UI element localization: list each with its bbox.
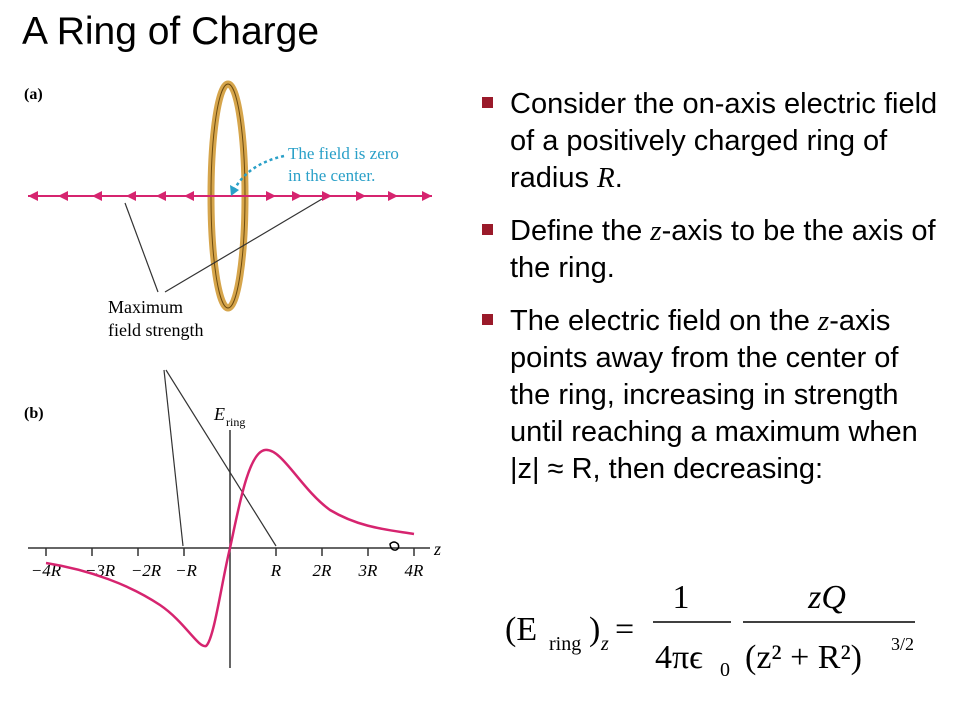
- y-axis-label: E: [213, 404, 225, 424]
- bullet-var: R: [597, 162, 615, 194]
- bullet-item: The electric field on the z-axis points …: [482, 303, 942, 488]
- small-mark-icon: [389, 541, 400, 551]
- tick-label: −4R: [31, 561, 62, 580]
- tick-label: −2R: [131, 561, 162, 580]
- slide-title: A Ring of Charge: [22, 10, 320, 53]
- field-arrows-left: [28, 191, 194, 201]
- callout-text-2: in the center.: [288, 166, 375, 185]
- tick-label: 4R: [405, 561, 425, 580]
- formula-lhs-sub2: z: [600, 633, 609, 655]
- panel-b-label: (b): [24, 405, 44, 422]
- callout-arrowhead: [230, 185, 239, 196]
- leader-line-a-left: [124, 202, 159, 293]
- formula-lhs-close: ): [589, 611, 600, 648]
- field-arrows-right: [266, 191, 432, 201]
- leader-line-b-right: [165, 369, 277, 547]
- bullet-list: Consider the on-axis electric field of a…: [482, 86, 942, 504]
- bullet-text: -axis points away from the center of the…: [510, 305, 918, 485]
- x-axis-label: z: [433, 539, 441, 559]
- bullet-text: Define the: [510, 215, 651, 247]
- annotation-text-1: Maximum: [108, 297, 183, 317]
- formula-den2: (z² + R²): [745, 639, 862, 676]
- bullet-item: Define the z-axis to be the axis of the …: [482, 213, 942, 287]
- bullet-text: Consider the on-axis electric field of a…: [510, 88, 938, 194]
- field-formula: (E ring ) z = 1 4πϵ 0 zQ (z² + R²) 3/2: [505, 579, 915, 681]
- bullet-square-icon: [482, 97, 493, 108]
- formula-num2: zQ: [807, 579, 846, 616]
- bullet-var: z: [650, 215, 662, 247]
- formula-den1-sub: 0: [720, 659, 730, 681]
- y-axis-sub: ring: [226, 415, 245, 429]
- panel-a-label: (a): [24, 86, 43, 103]
- formula-lhs-sub: ring: [549, 633, 581, 655]
- bullet-text: -axis to be the axis of the ring.: [510, 215, 936, 284]
- leader-line-a-right: [164, 198, 323, 293]
- bullet-square-icon: [482, 314, 493, 325]
- field-curve: [45, 448, 415, 648]
- leader-line-b-left: [163, 369, 184, 547]
- tick-label: −R: [175, 561, 197, 580]
- tick-label: 3R: [358, 561, 379, 580]
- bullet-item: Consider the on-axis electric field of a…: [482, 86, 942, 197]
- formula-equals: =: [615, 611, 634, 648]
- callout-text-1: The field is zero: [288, 144, 399, 163]
- formula-den2-exp: 3/2: [891, 634, 914, 654]
- formula-num1: 1: [673, 579, 690, 616]
- bullet-var: z: [817, 305, 830, 337]
- annotation-text-2: field strength: [108, 320, 203, 340]
- bullet-text: The electric field on the: [510, 305, 818, 337]
- tick-label: −3R: [85, 561, 116, 580]
- formula-lhs: (E: [505, 611, 537, 648]
- bullet-text: .: [614, 162, 623, 194]
- x-tick-labels: −4R −3R −2R −R R 2R 3R 4R: [31, 561, 424, 580]
- callout-pointer: [232, 154, 285, 191]
- tick-label: R: [270, 561, 282, 580]
- bullet-square-icon: [482, 224, 493, 235]
- formula-den1: 4πϵ: [655, 639, 703, 676]
- tick-label: 2R: [313, 561, 333, 580]
- x-axis-ticks: [45, 548, 415, 556]
